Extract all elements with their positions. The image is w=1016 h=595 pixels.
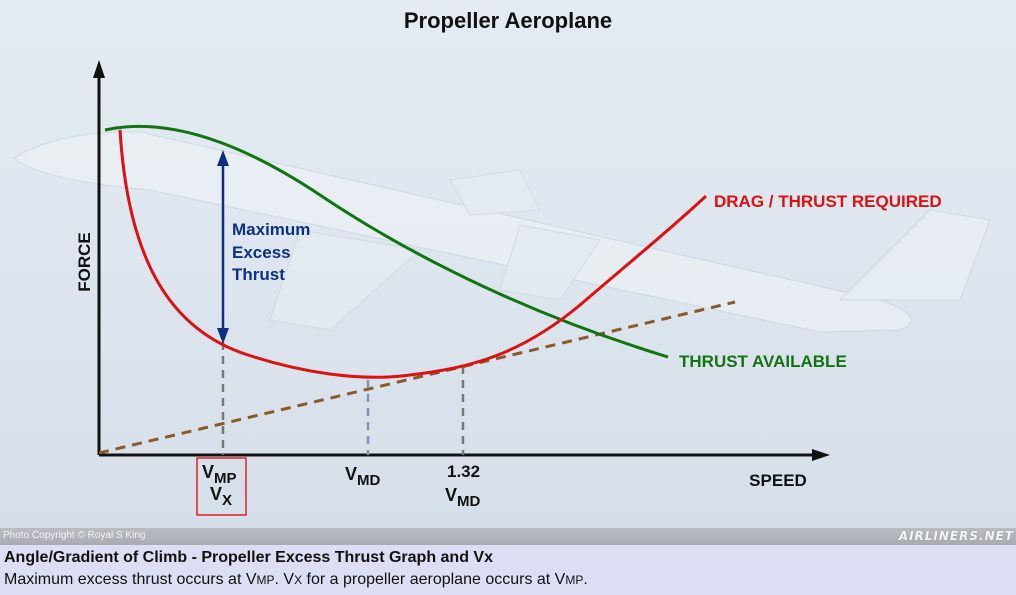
max-excess-thrust-arrowhead-up xyxy=(217,150,229,166)
y-axis-label: FORCE xyxy=(75,232,94,292)
airliners-logo: AIRLINERS.NET xyxy=(898,529,1014,543)
graph-stage: FORCE SPEED DRAG / THRUST REQUIRED THRUS… xyxy=(0,0,1016,528)
vmp-label: VMP xyxy=(202,462,237,487)
tangent-line xyxy=(98,300,736,455)
x-axis-arrow xyxy=(812,449,830,461)
vmd132-label: VMD xyxy=(445,485,481,510)
vmd-label: VMD xyxy=(345,464,381,489)
annotation-line-3: Thrust xyxy=(232,265,285,284)
drag-curve-label: DRAG / THRUST REQUIRED xyxy=(714,192,942,211)
photo-credit: Photo Copyright © Royal S King xyxy=(3,530,146,541)
vmd132-number: 1.32 xyxy=(447,462,480,481)
graph-svg: FORCE SPEED DRAG / THRUST REQUIRED THRUS… xyxy=(13,60,991,516)
annotation-line-1: Maximum xyxy=(232,220,310,239)
y-axis-arrow xyxy=(93,60,105,78)
thrust-available-label: THRUST AVAILABLE xyxy=(679,352,847,371)
x-axis-label: SPEED xyxy=(749,471,807,490)
vmp-vx-highlight-box xyxy=(196,457,247,516)
caption-title: Angle/Gradient of Climb - Propeller Exce… xyxy=(4,549,493,566)
drag-curve xyxy=(118,129,708,379)
annotation-line-2: Excess xyxy=(232,243,291,262)
caption-body: Maximum excess thrust occurs at VMP. VX … xyxy=(4,571,588,588)
page-title: Propeller Aeroplane xyxy=(403,8,613,33)
vx-label: VX xyxy=(210,484,232,509)
photo-credit-bar: Photo Copyright © Royal S King AIRLINERS… xyxy=(0,528,1016,545)
aircraft-background xyxy=(13,131,991,333)
caption-panel: Angle/Gradient of Climb - Propeller Exce… xyxy=(0,545,1016,595)
max-excess-thrust-arrowhead-down xyxy=(217,328,229,344)
